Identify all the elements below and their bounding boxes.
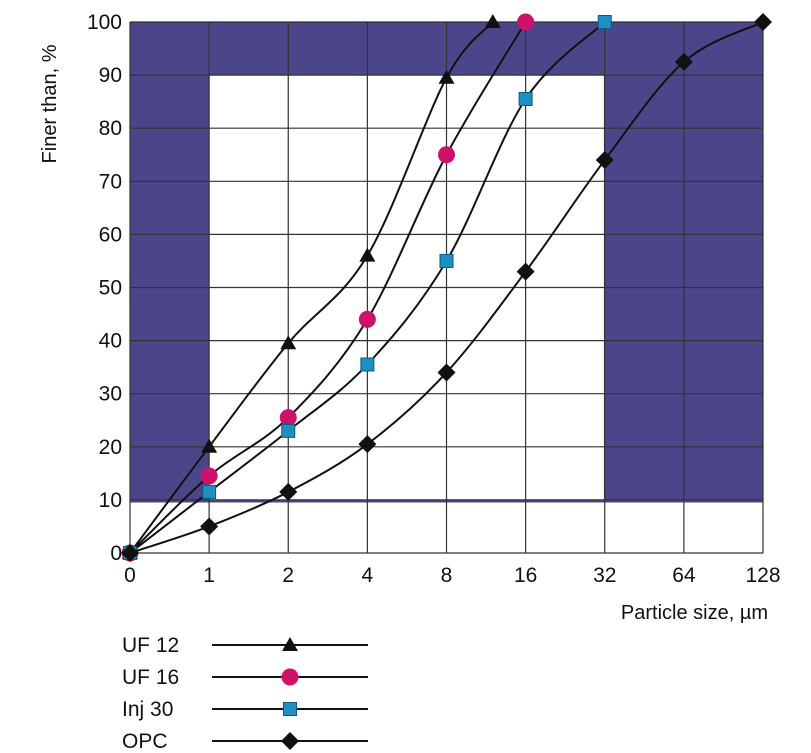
x-axis-title: Particle size, µm (621, 602, 768, 624)
y-tick-label: 30 (99, 383, 122, 406)
legend-label: UF 16 (122, 666, 179, 689)
y-tick-label: 10 (99, 489, 122, 512)
x-tick-label: 0 (124, 564, 136, 587)
data-point-uf-12 (484, 14, 501, 28)
data-point-uf-12 (359, 247, 376, 262)
data-point-opc (516, 262, 535, 281)
y-tick-label: 70 (99, 170, 122, 193)
data-point-opc (121, 544, 139, 562)
y-tick-label: 20 (99, 436, 122, 459)
data-point-opc (754, 13, 772, 31)
legend-marker-inj-30 (283, 702, 297, 716)
y-tick-label: 100 (87, 11, 122, 34)
series-opc (121, 13, 772, 562)
legend-label: Inj 30 (122, 698, 173, 721)
data-point-inj-30 (202, 484, 217, 499)
y-tick-label: 50 (99, 277, 122, 300)
legend-label: OPC (122, 730, 168, 753)
y-tick-label: 60 (99, 223, 122, 246)
data-point-uf-12 (280, 335, 297, 350)
data-point-opc (674, 52, 693, 71)
x-tick-label: 2 (282, 564, 294, 587)
chart-series (121, 13, 772, 562)
data-point-opc (437, 363, 456, 382)
data-point-inj-30 (439, 253, 454, 268)
data-point-inj-30 (597, 15, 612, 29)
data-point-opc (200, 517, 219, 536)
legend-item-uf-16: UF 16 (122, 666, 368, 689)
x-tick-label: 64 (672, 564, 696, 587)
legend-item-inj-30: Inj 30 (122, 698, 368, 721)
legend-marker-opc (281, 732, 299, 750)
legend-marker-uf-16 (281, 668, 299, 686)
data-point-inj-30 (360, 357, 375, 372)
x-tick-label: 1 (203, 564, 215, 587)
legend-item-opc: OPC (122, 730, 368, 753)
x-tick-label: 128 (745, 564, 780, 587)
data-point-opc (279, 482, 298, 501)
x-tick-label: 8 (441, 564, 453, 587)
y-axis-title: Finer than, % (39, 44, 61, 163)
data-point-opc (358, 435, 377, 454)
data-point-opc (595, 151, 614, 170)
y-tick-label: 80 (99, 117, 122, 140)
data-point-uf-12 (201, 438, 218, 453)
legend: UF 12 UF 16 Inj 30 OPC (122, 634, 368, 753)
data-point-inj-30 (281, 423, 296, 438)
data-point-uf-16 (517, 13, 535, 31)
legend-label: UF 12 (122, 634, 179, 657)
data-point-uf-12 (438, 69, 455, 84)
axis-ticks: 0 10 20 30 40 50 60 70 80 90 100 0 1 2 4 8 16 32 64 128 (87, 11, 781, 587)
data-point-uf-16 (358, 310, 376, 328)
y-tick-label: 90 (99, 64, 122, 87)
y-tick-label: 0 (110, 542, 122, 565)
data-point-uf-16 (200, 467, 218, 485)
series-line-opc (129, 21, 764, 554)
x-tick-label: 4 (362, 564, 374, 587)
chart-grid (129, 21, 764, 554)
legend-marker-uf-12 (282, 637, 298, 651)
data-point-uf-16 (438, 146, 455, 164)
data-point-uf-16 (279, 409, 297, 427)
x-tick-label: 16 (514, 564, 537, 587)
legend-item-uf-12: UF 12 (122, 634, 368, 657)
y-tick-label: 40 (99, 330, 122, 353)
data-point-inj-30 (518, 91, 533, 106)
x-tick-label: 32 (593, 564, 616, 587)
